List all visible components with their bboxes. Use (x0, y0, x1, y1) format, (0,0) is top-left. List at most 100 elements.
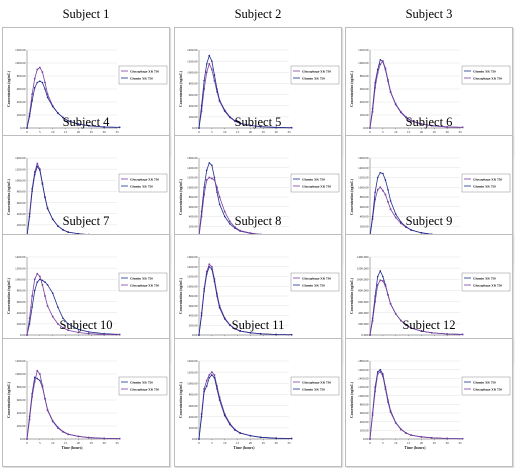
data-point (394, 313, 397, 315)
data-point (44, 397, 46, 400)
y-tick-label: 200.00 (17, 322, 26, 326)
data-point (290, 333, 293, 336)
y-axis-label: Concentration (ng/mL) (7, 70, 11, 106)
data-point (223, 210, 226, 213)
data-point (208, 54, 211, 57)
y-tick-label: 400.00 (189, 314, 198, 318)
data-point (203, 388, 205, 390)
data-point (213, 278, 216, 280)
data-point (33, 77, 36, 80)
x-tick-label: 5 (382, 441, 384, 445)
legend-label: Glumin XR 750 (130, 380, 153, 384)
data-point (211, 177, 213, 180)
legend-box (118, 65, 168, 85)
y-tick-label: 200.000 (358, 322, 369, 326)
y-tick-label: 800.00 (17, 74, 26, 78)
series-line (369, 371, 463, 440)
y-tick-label: 1600.00 (358, 368, 369, 372)
chart-frame: 0.00 200.00 400.00 600.00 800.00 1000.00 1200.… (2, 27, 170, 156)
y-tick-label: 400.00 (17, 411, 26, 415)
legend-label: Glucophage XR 750 (473, 387, 502, 391)
y-tick-label: 1200.00 (358, 385, 369, 389)
x-tick-label: 15 (407, 130, 411, 134)
data-point (46, 284, 49, 286)
data-point (33, 381, 36, 383)
legend-label: Glucophage XR 750 (302, 184, 331, 188)
data-point (198, 438, 200, 440)
y-axis-label: Concentration (ng/mL) (179, 70, 183, 106)
data-point (67, 329, 69, 332)
chart-title: Subject 10 (59, 318, 113, 332)
data-point (374, 81, 376, 84)
y-tick-label: 600.00 (360, 411, 369, 415)
y-tick-label: 200.00 (189, 115, 198, 119)
data-point (36, 68, 39, 71)
data-point (211, 374, 213, 376)
data-point (200, 415, 203, 418)
data-point (371, 414, 374, 416)
data-point (461, 437, 464, 440)
data-point (208, 265, 211, 268)
data-point (46, 409, 49, 412)
legend-box (290, 173, 340, 193)
data-point (44, 81, 46, 84)
data-point (46, 305, 49, 307)
data-point (446, 437, 448, 440)
x-tick-label: 35 (287, 130, 291, 134)
data-point (200, 110, 203, 113)
chart-panel: Subject 2 0.00 200.00 400.00 600.00 800.00 100… (174, 7, 342, 157)
data-point (41, 279, 44, 282)
x-tick-label: 25 (90, 441, 94, 445)
data-point (249, 332, 252, 334)
series-line (26, 369, 120, 440)
x-tick-label: 10 (51, 130, 55, 134)
y-tick-label: 1000.00 (358, 185, 369, 189)
data-point (387, 401, 389, 403)
legend-box (118, 376, 168, 396)
data-point (62, 431, 64, 433)
data-point (379, 279, 382, 282)
data-point (205, 169, 208, 171)
data-point (218, 196, 221, 198)
data-point (218, 304, 221, 307)
y-tick-label: 1200.000 (357, 266, 369, 270)
data-point (62, 229, 64, 231)
legend-box (461, 173, 511, 193)
legend-label: Glucophage XR 750 (473, 283, 502, 287)
data-point (203, 290, 205, 292)
data-point (376, 71, 379, 74)
data-point (205, 273, 208, 275)
data-point (44, 281, 46, 283)
y-tick-label: 600.00 (189, 93, 198, 97)
x-tick-label: 10 (223, 441, 227, 445)
data-point (229, 422, 231, 425)
y-axis-label: Concentration (ng/mL) (179, 381, 183, 417)
data-point (213, 376, 216, 379)
data-point (77, 331, 80, 334)
y-tick-label: 1000.00 (187, 185, 198, 189)
x-tick-label: 35 (287, 441, 291, 445)
data-point (420, 232, 423, 234)
data-point (405, 324, 407, 326)
data-point (51, 420, 54, 423)
data-point (410, 229, 412, 231)
data-point (379, 171, 382, 174)
data-point (379, 371, 382, 373)
x-tick-label: 5 (39, 130, 41, 134)
data-point (376, 275, 379, 278)
y-tick-label: 1000.000 (357, 277, 369, 281)
data-point (77, 328, 80, 331)
data-point (239, 229, 241, 232)
chart-title: Subject 7 (62, 214, 110, 228)
data-point (216, 292, 218, 295)
data-point (410, 327, 412, 329)
data-point (400, 110, 402, 113)
y-tick-label: 800.00 (17, 289, 26, 293)
x-tick-label: 35 (458, 130, 462, 134)
y-tick-label: 1400.00 (187, 48, 198, 52)
data-point (400, 221, 402, 223)
y-tick-label: 1400.00 (15, 255, 26, 259)
y-axis-label: Concentration (ng/mL) (350, 70, 354, 106)
y-tick-label: 400.00 (17, 311, 26, 315)
x-tick-label: 20 (77, 130, 81, 134)
